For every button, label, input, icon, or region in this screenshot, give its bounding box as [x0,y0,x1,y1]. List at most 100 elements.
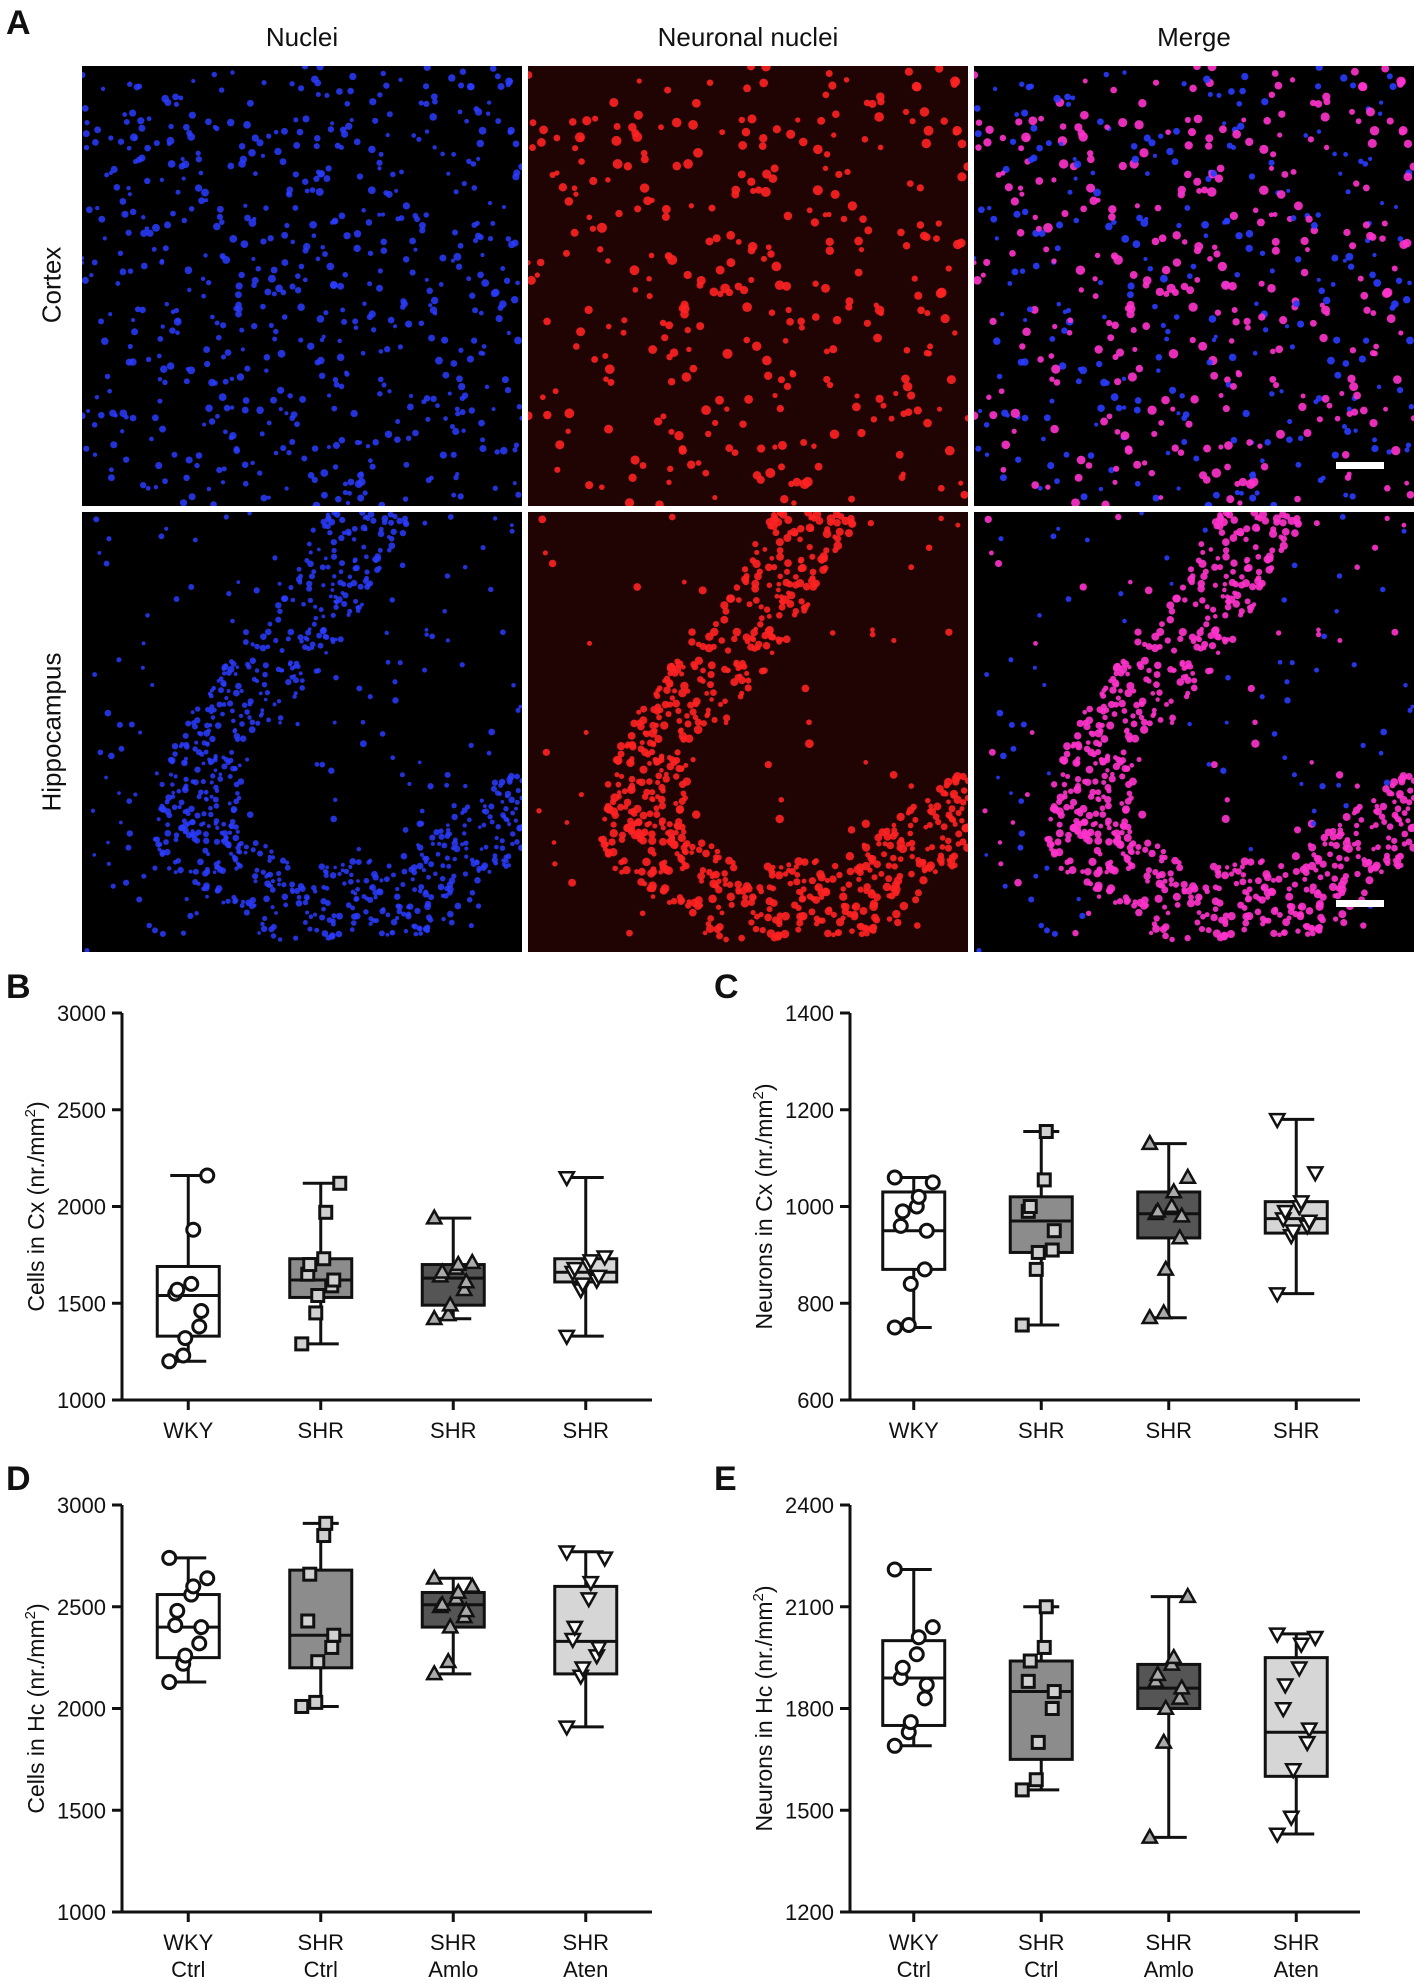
data-point [1299,1722,1319,1739]
data-point [1289,1661,1309,1678]
data-point [199,1570,216,1587]
micrograph-cortex-neuronal [528,66,968,506]
panel-letter-c: C [714,968,739,1006]
data-point [326,1272,342,1288]
data-point [581,1575,601,1593]
data-point [886,1737,903,1754]
data-point [332,1175,348,1191]
x-category-label: Ctrl [1024,1957,1058,1982]
data-point [573,1661,593,1678]
data-point [1164,1647,1184,1665]
micrograph-cortex-merge [974,66,1414,506]
y-tick-label: 1500 [57,1798,106,1823]
data-point [161,1549,178,1566]
data-point [916,1261,933,1278]
micrograph-hippocampus-neuronal [528,512,968,952]
y-tick-label: 1000 [785,1195,834,1220]
data-point [318,1204,334,1220]
data-point [324,1639,340,1655]
data-point [308,1694,324,1710]
data-point [308,1305,324,1321]
data-point [318,1515,334,1531]
data-point [1154,1732,1174,1749]
data-point [1022,1653,1038,1669]
y-tick-label: 2000 [57,1195,106,1220]
data-point [300,1613,316,1629]
data-point [1148,1201,1168,1218]
data-point [193,1619,210,1636]
data-point [1273,1702,1293,1719]
data-point [1305,1166,1325,1183]
x-category-label: SHR [1018,1418,1064,1443]
data-point [894,1203,911,1220]
data-point [1291,1195,1311,1212]
x-category-label: SHR [430,1930,476,1955]
data-point [310,1654,326,1670]
data-point [1297,1735,1317,1753]
data-point [177,1330,194,1347]
x-category-label: Amlo [428,1957,478,1982]
data-point [579,1592,599,1609]
data-point [183,1275,200,1292]
x-category-label: Aten [563,1957,608,1982]
y-tick-label: 600 [797,1388,834,1413]
data-point [1036,1639,1052,1655]
y-tick-label: 2500 [57,1595,106,1620]
box-shr-ctrl [1008,1195,1074,1254]
y-tick-label: 2500 [57,1098,106,1123]
data-point [1030,1244,1046,1260]
x-category-label: SHR [1273,1418,1319,1443]
data-point [1267,1287,1287,1304]
data-point [462,1576,482,1593]
scale-bar [1336,900,1384,907]
data-point [1020,1673,1036,1689]
x-category-label: WKY [889,1418,939,1443]
panel-letter-d: D [6,1460,31,1498]
y-tick-label: 1500 [57,1291,106,1316]
data-point [886,1319,903,1336]
data-point [1267,1112,1287,1130]
y-axis-label: Neurons in Hc (nr./mm2) [750,1585,777,1831]
data-point [169,1602,186,1619]
x-category-label: Amlo [1144,1957,1194,1982]
data-point [589,1269,609,1287]
data-point [456,1271,476,1289]
micrograph-cortex-nuclei [82,66,522,506]
x-category-label: SHR [1273,1930,1319,1955]
data-point [175,1347,192,1364]
box-shr-ctrl [288,1568,354,1670]
data-point [1156,1698,1176,1715]
data-point [918,1676,935,1693]
y-tick-label: 2100 [785,1595,834,1620]
x-category-label: Ctrl [171,1957,205,1982]
data-point [1014,1317,1030,1333]
x-category-label: SHR [1146,1930,1192,1955]
data-point [294,1698,310,1714]
column-title-neuronal-nuclei: Neuronal nuclei [657,22,839,52]
data-point [448,1582,468,1600]
data-point [573,1277,593,1294]
data-point [1178,1167,1198,1184]
data-point [1267,1827,1287,1845]
data-point [1030,1734,1046,1750]
data-point [924,1619,941,1636]
data-point [1044,1701,1060,1716]
data-point [1267,1627,1287,1644]
data-point [1046,1684,1062,1700]
x-category-label: SHR [298,1930,344,1955]
y-tick-label: 1000 [57,1900,106,1925]
scale-bar [1336,462,1384,469]
y-tick-label: 800 [797,1291,834,1316]
y-axis-label: Cells in Hc (nr./mm2) [22,1603,49,1813]
data-point [589,1640,609,1658]
data-point [177,1647,194,1664]
data-point [316,1528,332,1544]
column-title-nuclei: Nuclei [265,22,339,52]
data-point [161,1674,178,1691]
data-point [191,1635,208,1652]
y-tick-label: 3000 [57,1493,106,1518]
data-point [1148,1664,1168,1682]
data-point [1305,1630,1325,1648]
chart-c-neurons-cortex: C 600 800 1000 1200 1400 Neurons in Cx (nr./mm… [714,968,1360,1443]
data-point [167,1617,184,1634]
